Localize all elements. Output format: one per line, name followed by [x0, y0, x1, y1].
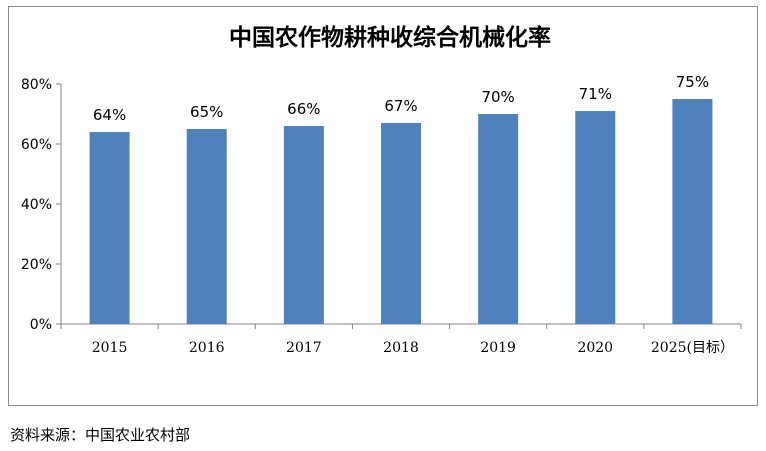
y-tick-label: 40% [21, 197, 52, 213]
x-tick-label: 2020 [577, 340, 613, 356]
x-tick-label: 2015 [92, 340, 128, 356]
bar [381, 123, 421, 324]
bar [478, 114, 519, 324]
bar [672, 99, 713, 324]
bar [283, 126, 324, 324]
bars [89, 99, 713, 324]
x-tick-label: 2019 [480, 340, 516, 356]
source-note: 资料来源：中国农业农村部 [10, 426, 191, 444]
x-tick-label: 2017 [286, 340, 322, 356]
data-label: 71% [579, 85, 612, 103]
chart-title: 中国农作物耕种收综合机械化率 [229, 24, 551, 51]
data-label: 70% [481, 88, 514, 106]
data-label: 75% [676, 73, 709, 91]
bar [186, 129, 227, 324]
data-label: 67% [384, 97, 417, 115]
y-tick-label: 0% [30, 317, 52, 333]
x-tick-label: 2016 [189, 340, 225, 356]
data-labels: 64% 65% 66% 67% 70% 71% 75% [93, 73, 709, 124]
data-label: 66% [287, 100, 320, 118]
bar-chart: 中国农作物耕种收综合机械化率 0%20%40%60%80% 2015 2016 20… [21, 24, 742, 356]
x-tick-label: 2018 [383, 340, 419, 356]
y-tick-label: 60% [21, 137, 52, 153]
chart-frame: 中国农作物耕种收综合机械化率 0% 20% 40% 60% 80% 2015 2016 20… [8, 6, 758, 406]
x-axis: 2015 2016 2017 2018 2019 2020 2025(目标） [60, 323, 742, 356]
data-label: 65% [190, 103, 223, 121]
y-axis: 0% 20% 40% 60% 80% [21, 77, 62, 333]
y-tick-label: 80% [21, 77, 52, 93]
bar [89, 132, 130, 324]
data-label: 64% [93, 106, 126, 124]
bar [575, 111, 616, 324]
x-tick-label: 2025(目标） [651, 340, 734, 356]
y-tick-label: 20% [21, 257, 52, 273]
